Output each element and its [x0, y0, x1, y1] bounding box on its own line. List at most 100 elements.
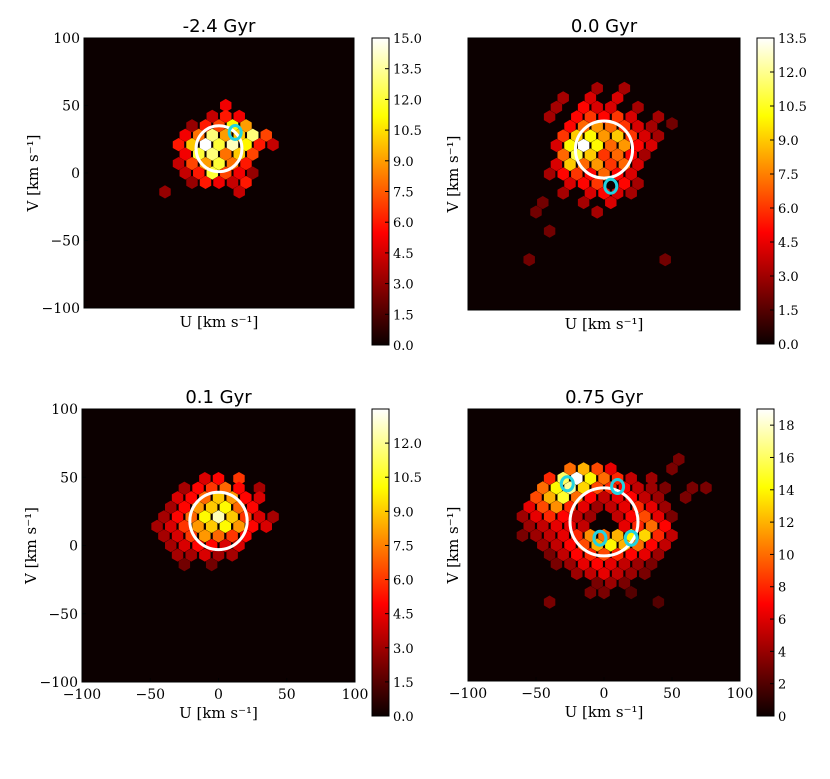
y-axis-label: V [km s⁻¹]	[22, 507, 40, 585]
y-tick-label: 100	[53, 31, 80, 47]
hexbin	[246, 500, 259, 514]
hexbin	[220, 147, 232, 161]
hexbin	[171, 510, 184, 524]
hexbin	[233, 166, 245, 180]
hexbin	[178, 500, 191, 514]
hexbin	[253, 491, 266, 505]
hexbin	[550, 500, 563, 514]
x-tick-label: −50	[135, 687, 165, 703]
hexbin	[584, 586, 597, 600]
hexbin	[659, 253, 671, 267]
hexbin	[564, 157, 576, 172]
hexbin	[543, 595, 556, 609]
x-axis-label: U [km s⁻¹]	[565, 315, 644, 333]
hexbin	[212, 491, 225, 505]
hexbin	[564, 176, 576, 191]
hexbin	[219, 500, 232, 514]
hexbin	[605, 576, 617, 590]
hexbin	[212, 548, 225, 562]
colorbar-tick-label: 12	[778, 516, 795, 531]
hexbin	[584, 509, 597, 524]
hexbin	[652, 129, 665, 143]
hexbin	[625, 586, 637, 600]
hexbin	[605, 138, 617, 153]
panel-0: -2.4 Gyr 100 50 0 −50 −100 U [km s⁻¹] V [km s⁻¹…	[24, 16, 422, 354]
panel-title: -2.4 Gyr	[183, 16, 256, 37]
hexbin	[543, 224, 556, 238]
hexbin	[543, 471, 556, 485]
hexbin	[571, 110, 583, 124]
x-axis-label: U [km s⁻¹]	[179, 704, 258, 722]
hexbin	[639, 566, 651, 581]
hexbin	[659, 519, 671, 533]
hexbin	[537, 519, 549, 533]
hexbin	[185, 491, 197, 505]
hexbin	[178, 481, 191, 495]
panel-title: 0.75 Gyr	[565, 387, 643, 408]
hexbin	[171, 491, 184, 505]
hexbin	[233, 185, 245, 199]
hexbin	[618, 519, 631, 533]
hexbin	[557, 167, 569, 181]
hexbin	[213, 138, 225, 152]
hexbin	[206, 128, 218, 142]
x-tick-label: 100	[342, 687, 369, 703]
hexbin	[246, 519, 259, 533]
colorbar-tick-label: 6.0	[393, 574, 414, 589]
hexbin	[625, 547, 637, 562]
hexbin	[226, 138, 239, 152]
hexbin	[537, 538, 549, 552]
hexbin	[267, 510, 279, 524]
hexbin	[550, 519, 563, 533]
colorbar	[756, 37, 775, 345]
hexbin	[652, 528, 665, 543]
hexbin	[577, 138, 590, 153]
hexbin	[557, 91, 569, 105]
hexbin	[543, 528, 556, 543]
hexbin	[253, 481, 266, 495]
hexbin	[625, 490, 637, 504]
hexbin	[557, 490, 569, 504]
hexbin	[632, 100, 644, 114]
colorbar-tick-label: 4.5	[393, 608, 414, 623]
hexbin	[639, 547, 651, 562]
hexbin	[591, 157, 603, 172]
y-tick-label: −100	[42, 301, 80, 317]
hexbin	[523, 519, 535, 533]
hexbin	[591, 576, 603, 590]
hexbin	[618, 176, 631, 191]
colorbar-tick-label: 6.0	[393, 216, 414, 231]
hexbin	[205, 558, 218, 572]
hexbin	[598, 471, 610, 485]
hexbin	[618, 576, 631, 590]
hexbin	[550, 481, 563, 495]
hexbin	[226, 510, 238, 524]
hexbin	[598, 148, 610, 162]
y-tick-label: −100	[40, 675, 78, 691]
hexbin	[543, 509, 556, 524]
hexbin	[165, 519, 177, 533]
hexbin	[260, 519, 272, 533]
x-tick-label: −50	[521, 686, 551, 702]
panel-title: 0.1 Gyr	[185, 387, 252, 408]
colorbar-tick-label: 0	[778, 710, 786, 725]
hexbin	[611, 91, 624, 105]
hexbin	[233, 519, 245, 533]
hexbin	[605, 157, 617, 172]
y-tick-label: 0	[69, 539, 78, 555]
hexbin	[199, 138, 212, 152]
x-tick-label: 0	[600, 686, 609, 702]
hexbin	[605, 462, 617, 476]
hexbin-layer	[159, 98, 279, 199]
hexbin	[220, 109, 232, 123]
colorbar-tick-label: 18	[778, 419, 795, 434]
reference-circle	[573, 119, 635, 180]
plot-frame	[467, 37, 741, 311]
hexbin	[571, 509, 583, 524]
hexbin	[605, 538, 617, 552]
hexbin	[666, 462, 678, 476]
hexbin	[584, 148, 597, 162]
y-axis-label: V [km s⁻¹]	[444, 506, 462, 584]
hexbin	[226, 529, 238, 543]
